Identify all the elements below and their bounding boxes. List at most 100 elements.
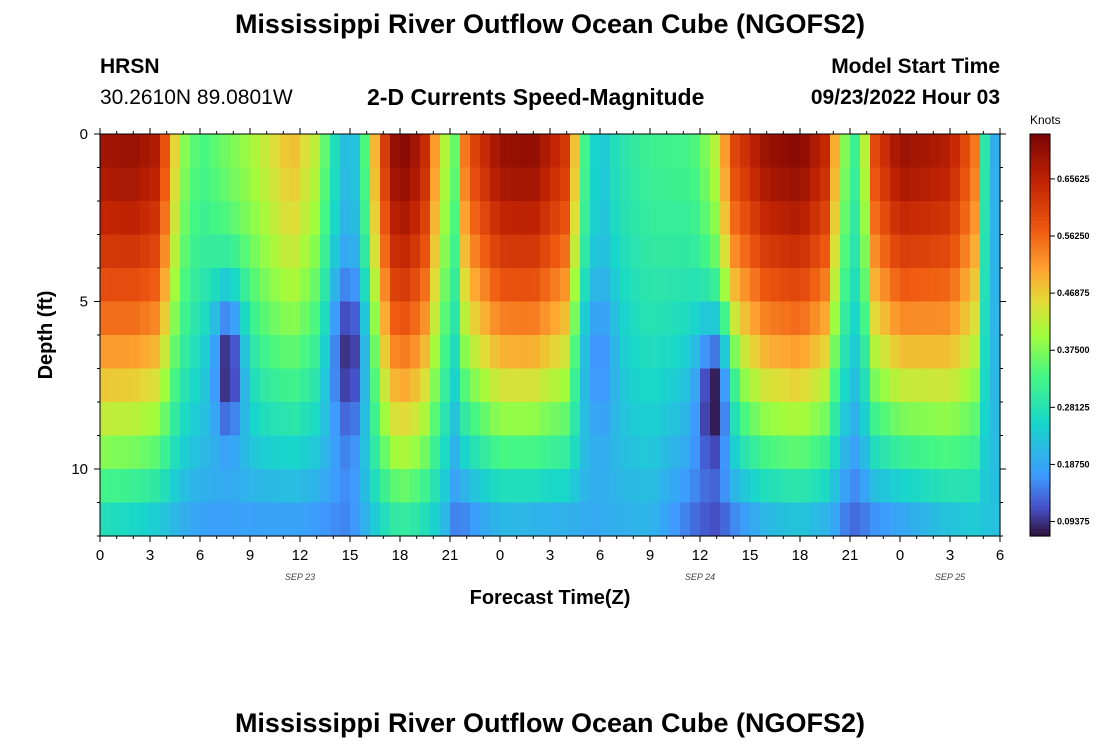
heatmap-cell (970, 502, 981, 537)
heatmap-cell (550, 335, 561, 370)
x-tick-label: 3 (546, 547, 554, 564)
heatmap-cell (190, 167, 201, 202)
heatmap-cell (660, 502, 671, 537)
heatmap-cell (620, 469, 631, 504)
heatmap-cell (440, 201, 451, 236)
heatmap-cell (520, 268, 531, 303)
date-label: SEP 25 (935, 572, 966, 582)
heatmap-cell (100, 201, 111, 236)
heatmap-cell (750, 502, 761, 537)
heatmap-cell (240, 469, 251, 504)
heatmap-cell (690, 368, 701, 403)
heatmap-cell (340, 201, 351, 236)
heatmap-cell (460, 368, 471, 403)
colorbar-step (1030, 428, 1050, 433)
heatmap-cell (920, 134, 931, 169)
heatmap-cell (200, 335, 211, 370)
heatmap-cell (510, 234, 521, 269)
colorbar-step (1030, 405, 1050, 410)
heatmap-cell (760, 335, 771, 370)
colorbar-step (1030, 358, 1050, 363)
heatmap-cell (880, 469, 891, 504)
heatmap-cell (380, 368, 391, 403)
heatmap-cell (160, 201, 171, 236)
heatmap-cell (140, 335, 151, 370)
heatmap-cell (720, 368, 731, 403)
heatmap-cell (530, 167, 541, 202)
heatmap-cell (410, 201, 421, 236)
heatmap-cell (280, 335, 291, 370)
heatmap-cell (570, 335, 581, 370)
heatmap-cell (390, 134, 401, 169)
heatmap-cell (250, 368, 261, 403)
heatmap-cell (940, 167, 951, 202)
heatmap-cell (150, 201, 161, 236)
heatmap-cell (150, 134, 161, 169)
heatmap-cell (500, 502, 511, 537)
heatmap-cell (560, 469, 571, 504)
colorbar-step (1030, 529, 1050, 534)
heatmap-cell (960, 402, 971, 437)
colorbar-step (1030, 335, 1050, 339)
heatmap-cell (210, 134, 221, 169)
heatmap-cell (520, 502, 531, 537)
heatmap-cell (360, 502, 371, 537)
heatmap-cell (470, 502, 481, 537)
heatmap-cell (610, 368, 621, 403)
heatmap-cell (550, 402, 561, 437)
heatmap-cell (620, 268, 631, 303)
heatmap-cell (500, 268, 511, 303)
heatmap-cell (830, 335, 841, 370)
heatmap-cell (690, 502, 701, 537)
heatmap-cell (220, 201, 231, 236)
heatmap-cell (920, 335, 931, 370)
heatmap-cell (630, 134, 641, 169)
heatmap-cell (470, 134, 481, 169)
heatmap-cell (360, 335, 371, 370)
heatmap-cell (460, 134, 471, 169)
heatmap-cell (980, 402, 991, 437)
heatmap-cell (880, 301, 891, 336)
y-axis: 0 5 10 (71, 126, 1006, 537)
heatmap-cell (430, 234, 441, 269)
heatmap-cell (760, 234, 771, 269)
heatmap-cell (990, 402, 1001, 437)
heatmap-cell (770, 301, 781, 336)
heatmap-cell (320, 268, 331, 303)
heatmap-cell (440, 268, 451, 303)
heatmap-cell (360, 435, 371, 470)
colorbar-unit: Knots (1030, 113, 1061, 127)
heatmap-cell (190, 268, 201, 303)
x-tick-label: 15 (742, 547, 759, 564)
heatmap-cell (270, 402, 281, 437)
heatmap-cell (180, 368, 191, 403)
heatmap-cell (680, 268, 691, 303)
heatmap-cell (200, 167, 211, 202)
heatmap-cell (270, 335, 281, 370)
heatmap-cell (570, 134, 581, 169)
heatmap-cell (210, 268, 221, 303)
heatmap-cell (670, 268, 681, 303)
heatmap-cell (960, 234, 971, 269)
heatmap-cell (810, 435, 821, 470)
heatmap-cell (780, 201, 791, 236)
heatmap-cell (820, 167, 831, 202)
heatmap-cell (340, 435, 351, 470)
heatmap-cell (210, 469, 221, 504)
heatmap-cell (390, 502, 401, 537)
heatmap-cell (470, 402, 481, 437)
heatmap-cell (360, 234, 371, 269)
heatmap-cell (100, 268, 111, 303)
heatmap-cell (850, 435, 861, 470)
date-labels: SEP 23 SEP 24 SEP 25 (285, 572, 966, 582)
heatmap-cell (420, 201, 431, 236)
heatmap-cell (200, 402, 211, 437)
heatmap-cell (440, 402, 451, 437)
heatmap-cell (690, 167, 701, 202)
heatmap-cell (800, 167, 811, 202)
heatmap-cell (230, 268, 241, 303)
heatmap-cell (640, 268, 651, 303)
heatmap-cell (220, 368, 231, 403)
heatmap-cell (930, 234, 941, 269)
heatmap-cell (690, 335, 701, 370)
